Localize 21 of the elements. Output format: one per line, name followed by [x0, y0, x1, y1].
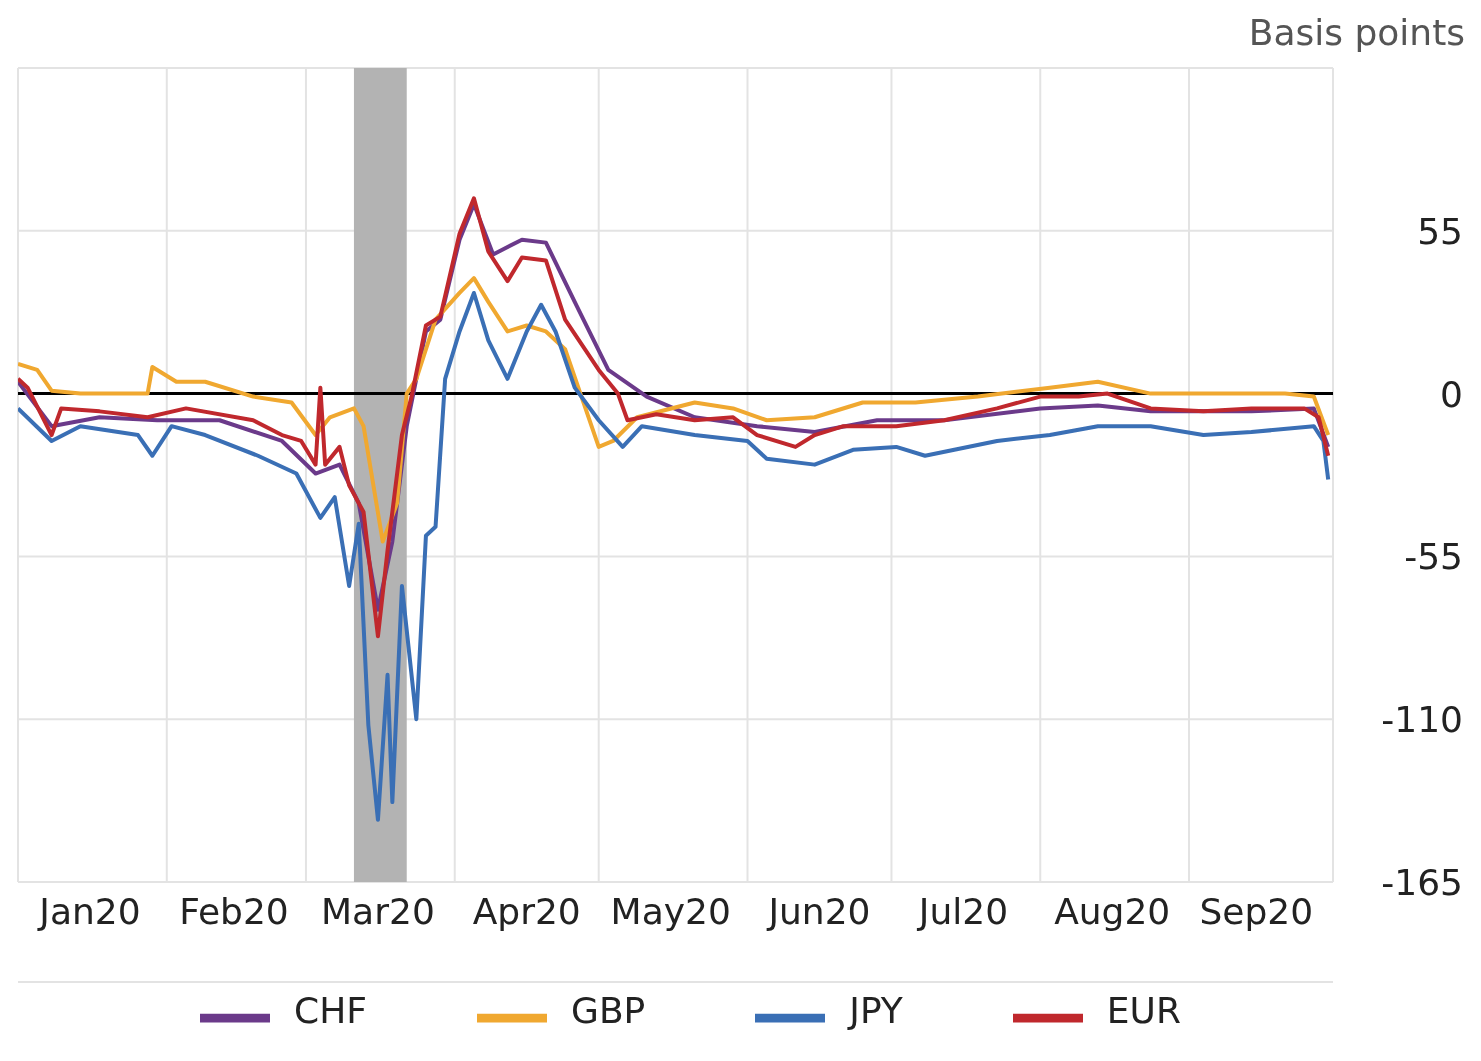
y-tick-label: -110	[1381, 699, 1463, 741]
legend-label: GBP	[570, 989, 646, 1031]
x-tick-label: Apr20	[472, 891, 581, 932]
x-tick-label: Sep20	[1199, 891, 1314, 932]
y-tick-label: -165	[1381, 862, 1463, 903]
y-tick-label: 55	[1417, 210, 1463, 252]
line-series	[18, 290, 1331, 822]
y-tick-label: 0	[1440, 373, 1463, 415]
legend-label: JPY	[849, 989, 903, 1031]
y-axis-title: Basis points	[1248, 12, 1465, 53]
x-tick-label: Mar20	[321, 891, 435, 932]
x-tick-label: Jan20	[37, 891, 141, 932]
x-tick-label: Jun20	[766, 891, 871, 932]
legend-label: CHF	[294, 989, 367, 1031]
x-tick-label: Jul20	[916, 891, 1009, 932]
y-tick-label: -55	[1404, 536, 1463, 578]
x-tick-label: May20	[610, 891, 731, 932]
x-tick-label: Feb20	[179, 891, 289, 932]
x-tick-label: Aug20	[1054, 891, 1171, 932]
line-series	[18, 276, 1331, 544]
legend-label: EUR	[1106, 989, 1181, 1031]
